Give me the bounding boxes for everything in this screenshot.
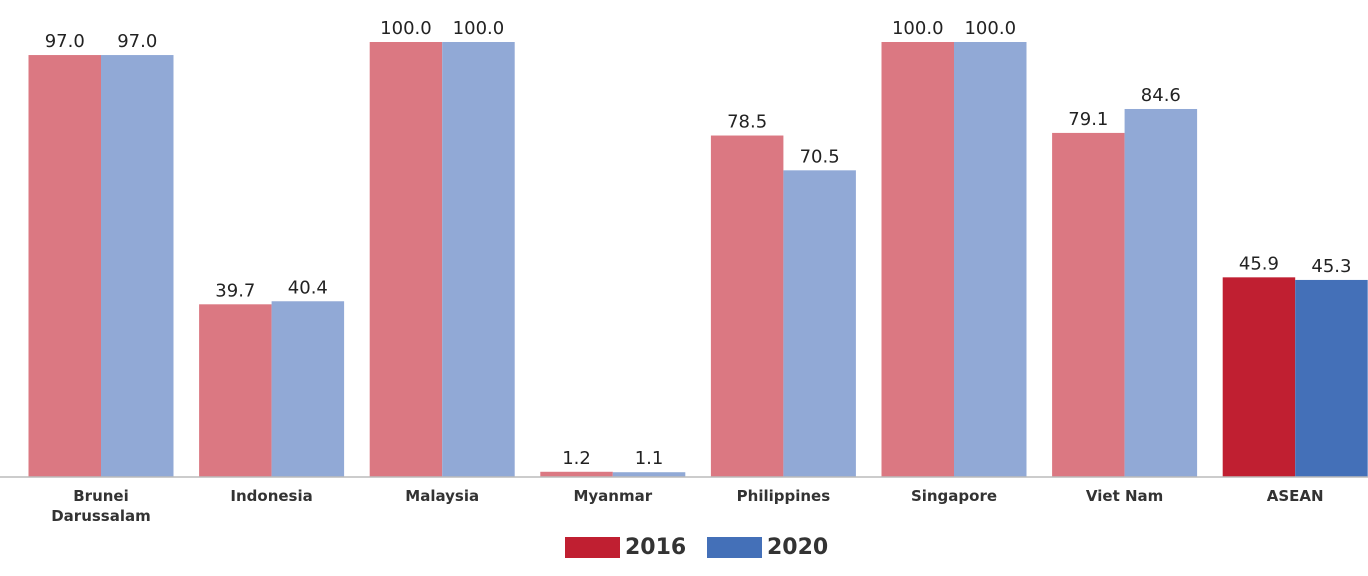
bar [1052,132,1125,478]
legend-label: 2016 [625,535,686,560]
legend-swatch [565,537,620,558]
bar [881,42,954,477]
x-tick-label: Brunei Darussalam [51,487,151,525]
value-label: 78.5 [727,112,767,133]
x-tick-label: Myanmar [573,487,653,505]
value-label: 1.2 [562,448,591,469]
value-label: 45.3 [1311,256,1351,277]
bar [1295,279,1368,477]
value-label: 45.9 [1239,253,1279,274]
x-tick-label: Malaysia [405,487,480,505]
bar [442,42,515,477]
value-label: 100.0 [453,18,505,39]
value-label: 100.0 [964,18,1016,39]
x-tick-label: Viet Nam [1085,487,1164,505]
value-label: 97.0 [45,31,85,52]
bar [101,55,174,478]
bar [369,42,443,477]
legend-label: 2020 [767,535,828,560]
x-tick-label: ASEAN [1266,487,1324,505]
value-label: 84.6 [1141,85,1181,106]
value-label: 40.4 [288,277,328,298]
value-label: 1.1 [635,448,664,469]
value-label: 100.0 [892,18,944,39]
value-label: 70.5 [800,146,840,167]
x-tick-label: Indonesia [230,487,313,505]
value-label: 97.0 [117,31,157,52]
value-label: 39.7 [215,280,255,301]
bar [1222,277,1296,477]
bar [199,304,272,477]
bar [28,55,101,478]
x-tick-label: Philippines [736,487,831,505]
bar [612,472,686,477]
bar [540,471,613,477]
legend-swatch [707,537,762,558]
value-label: 79.1 [1068,109,1108,130]
bar [271,301,345,477]
value-label: 100.0 [380,18,432,39]
bar [954,42,1027,477]
bar [710,135,784,477]
x-tick-label: Singapore [910,487,998,505]
bar [783,170,856,477]
bar [1124,108,1198,478]
